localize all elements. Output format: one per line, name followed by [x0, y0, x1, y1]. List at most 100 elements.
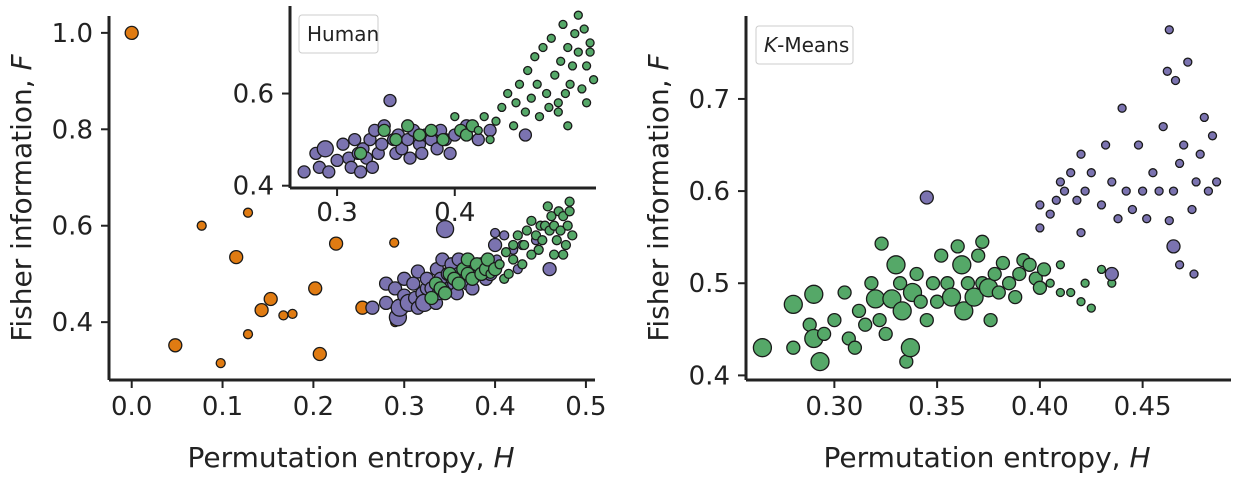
left-point-orange: [124, 25, 139, 41]
right-point-green: [952, 255, 972, 275]
left-point-orange: [229, 249, 244, 265]
right-point-purple: [1035, 200, 1045, 210]
inset-point-green: [523, 65, 533, 76]
right-x-axis-title: Permutation entropy, H: [823, 441, 1150, 474]
right-point-purple: [1199, 112, 1209, 123]
right-point-green: [786, 340, 801, 355]
inset-point-green: [526, 93, 536, 103]
inset-point-green: [412, 128, 427, 142]
inset-point-green: [377, 123, 391, 138]
right-point-purple: [1195, 149, 1205, 159]
right-point-green: [837, 285, 852, 300]
left-point-green: [542, 201, 553, 212]
left-point-orange: [168, 338, 183, 353]
left-x-tick-label: 0.3: [384, 392, 425, 422]
right-point-green: [954, 301, 974, 321]
left-point-green: [503, 268, 514, 280]
right-point-green: [816, 326, 832, 342]
inset-point-green: [573, 10, 583, 20]
inset-x-tick-label: 0.4: [434, 198, 475, 228]
right-point-green: [872, 312, 887, 328]
right-point-green: [1036, 262, 1052, 277]
left-y-axis-title-text: Fisher information,: [5, 70, 38, 341]
inset-point-green: [581, 61, 592, 71]
inset-point-purple: [330, 153, 344, 168]
right-point-green: [909, 266, 924, 282]
right-x-axis-title-var: H: [1129, 441, 1150, 474]
left-x-tick-label: 0.2: [293, 392, 334, 422]
inset-point-purple: [353, 165, 368, 179]
inset-point-green: [530, 52, 540, 62]
inset-point-purple: [297, 165, 311, 179]
right-point-green: [1055, 287, 1066, 298]
left-point-green: [512, 230, 523, 241]
right-y-tick-label: 0.4: [689, 361, 730, 391]
right-point-green: [878, 326, 893, 342]
inset-point-green: [459, 128, 474, 142]
right-point-purple: [1170, 75, 1181, 86]
left-points: [124, 25, 578, 369]
right-point-purple: [1211, 177, 1222, 187]
inset-point-purple: [395, 142, 409, 156]
left-y-axis-title-var: F: [5, 53, 38, 70]
inset-point-green: [508, 121, 519, 131]
right-point-purple: [1189, 269, 1199, 279]
inset-point-green: [577, 84, 587, 94]
right-point-green: [1066, 287, 1076, 298]
right-point-purple: [1055, 177, 1066, 187]
inset-point-green: [485, 134, 495, 145]
right-point-purple: [1117, 103, 1127, 113]
right-point-green: [960, 276, 976, 291]
right-point-green: [1001, 276, 1017, 291]
right-legend-label: K-Means: [764, 33, 849, 57]
inset-legend-box: [298, 14, 379, 54]
right-point-green: [874, 236, 889, 251]
right-x-tick-label: 0.30: [805, 392, 863, 422]
inset-point-green: [436, 132, 450, 147]
right-point-purple: [1113, 214, 1123, 224]
right-point-green: [934, 248, 949, 263]
right-point-green: [950, 239, 965, 254]
right-point-purple: [1121, 186, 1131, 196]
right-point-green: [900, 338, 921, 358]
right-point-purple: [1107, 177, 1117, 187]
inset-point-green: [546, 33, 556, 43]
inset-point-purple: [483, 123, 497, 138]
left-point-purple: [489, 227, 501, 239]
left-point-green: [537, 235, 548, 246]
left-y-axis-title: Fisher information, F: [5, 53, 38, 341]
inset-point-purple: [403, 151, 417, 165]
right-point-purple: [1174, 260, 1185, 270]
left-point-purple: [406, 276, 421, 291]
inset-point-green: [563, 121, 573, 131]
inset-point-green: [581, 98, 592, 108]
left-x-tick-label: 0.1: [202, 392, 243, 422]
right-point-green: [827, 312, 842, 328]
left-point-green: [564, 196, 575, 207]
inset-point-green: [560, 88, 571, 99]
left-point-orange: [242, 207, 254, 218]
inset-point-green: [479, 111, 489, 122]
inset-point-green: [556, 56, 566, 66]
inset-legend-label: Human: [307, 22, 379, 46]
right-point-purple: [1127, 204, 1138, 215]
right-point-purple: [1166, 239, 1181, 254]
right-point-green: [929, 294, 945, 309]
right-point-purple: [1158, 121, 1168, 132]
right-point-green: [1055, 260, 1066, 270]
inset-y-ticks: 0.4 0.6: [233, 80, 290, 202]
left-point-purple: [542, 261, 557, 277]
left-x-tick-label: 0.5: [565, 392, 606, 422]
inset-point-green: [538, 42, 548, 53]
left-x-tick-label: 0.0: [111, 392, 152, 422]
inset-point-green: [473, 125, 483, 136]
left-point-purple: [365, 300, 380, 315]
right-point-green: [913, 294, 928, 309]
right-point-green: [983, 312, 998, 328]
left-x-axis-title-var: H: [493, 441, 514, 474]
inset-point-purple: [365, 160, 380, 174]
left-point-green: [517, 259, 528, 270]
inset-y-tick-label: 0.6: [233, 80, 274, 110]
right-point-purple: [1066, 168, 1076, 178]
